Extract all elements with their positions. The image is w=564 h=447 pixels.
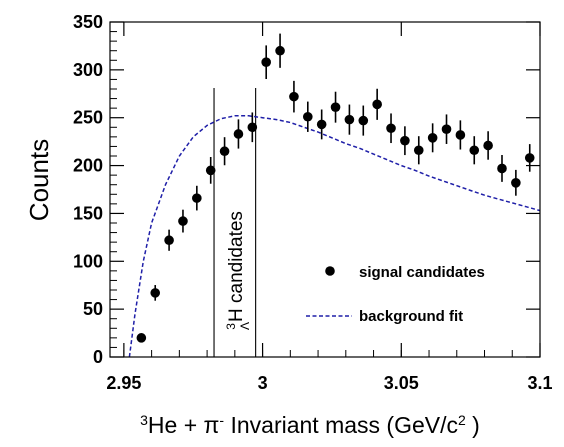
data-point (469, 145, 479, 155)
x-title-tail: Invariant mass (GeV/c (224, 412, 458, 438)
legend-signal-marker (325, 266, 335, 276)
legend: signal candidates background fit (306, 264, 485, 325)
y-tick-label: 100 (73, 251, 103, 271)
x-title-main: He + π (148, 412, 219, 438)
y-axis-title: Counts (24, 139, 54, 221)
data-point (206, 166, 216, 176)
x-title-close: ) (466, 412, 480, 438)
legend-fit-label: background fit (359, 308, 463, 325)
x-tick-label: 3 (258, 373, 268, 393)
window-label-sup: 3 (224, 323, 238, 330)
signal-window-label: 3ΛH candidates (224, 211, 252, 330)
data-point (178, 216, 188, 226)
data-point (442, 124, 452, 134)
plot-frame (110, 22, 540, 357)
data-point (400, 136, 410, 146)
svg-text:3ΛH candidates: 3ΛH candidates (224, 211, 252, 330)
data-points (137, 34, 535, 343)
y-tick-label: 300 (73, 60, 103, 80)
data-point (137, 333, 147, 343)
y-tick-label: 150 (73, 203, 103, 223)
data-point (261, 57, 271, 67)
data-point (220, 146, 230, 156)
data-point (358, 116, 368, 126)
window-label-text: H candidates (226, 211, 247, 322)
x-tick-label: 3.1 (527, 373, 552, 393)
data-point (497, 164, 507, 174)
data-point (164, 235, 174, 245)
data-point (317, 120, 327, 130)
data-point (386, 123, 396, 133)
x-axis-title: 3He + π- Invariant mass (GeV/c2 ) (140, 412, 480, 438)
x-title-iso-sup: 3 (140, 412, 148, 428)
data-point (511, 178, 521, 188)
data-point (192, 193, 202, 203)
data-point (289, 92, 299, 102)
x-axis-ticks: 2.95 3 3.05 3.1 (106, 22, 552, 393)
data-point (345, 115, 355, 125)
data-point (234, 129, 244, 139)
data-point (372, 100, 382, 110)
data-point (150, 288, 160, 298)
data-point (525, 153, 535, 163)
x-tick-label: 3.05 (384, 373, 419, 393)
data-point (248, 122, 258, 132)
data-point (331, 102, 341, 112)
data-point (303, 112, 313, 122)
y-tick-label: 350 (73, 12, 103, 32)
data-point (414, 145, 424, 155)
data-point (456, 130, 466, 140)
x-title-unit-sup: 2 (458, 412, 466, 428)
window-label-sub: Λ (238, 322, 252, 330)
data-point (483, 141, 493, 151)
legend-signal-label: signal candidates (359, 264, 485, 281)
data-point (275, 46, 285, 56)
y-tick-label: 50 (83, 299, 103, 319)
y-tick-label: 250 (73, 108, 103, 128)
x-tick-label: 2.95 (106, 373, 141, 393)
y-tick-label: 200 (73, 156, 103, 176)
data-point (428, 133, 438, 143)
y-tick-label: 0 (93, 347, 103, 367)
